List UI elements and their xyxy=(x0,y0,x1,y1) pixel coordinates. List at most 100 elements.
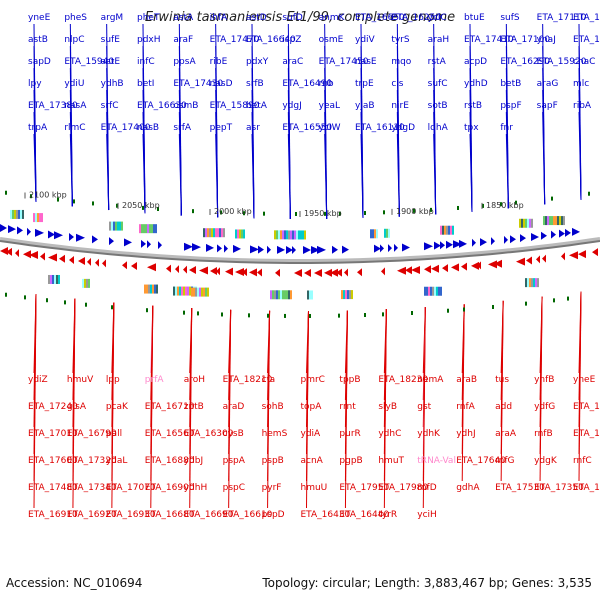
top-gene-label: astA xyxy=(173,13,194,23)
forward-gene xyxy=(453,240,462,249)
label-connector xyxy=(500,300,504,482)
label-connector xyxy=(178,133,182,216)
label-connector xyxy=(72,298,76,509)
top-gene-label: srfB xyxy=(246,79,264,89)
gene-labels: yneE pheS argM pheT astA ihfA astD sufD anmK ETA_… xyxy=(28,13,600,520)
reverse-gene xyxy=(569,251,578,260)
rna-feature xyxy=(284,313,286,318)
top-gene-label: araH xyxy=(428,35,450,45)
top-gene-label: srfA xyxy=(173,123,192,133)
top-gene-label: ETA_16490 xyxy=(282,79,332,89)
bottom-gene-label: purR xyxy=(339,429,360,439)
bottom-gene-label: pspA xyxy=(223,456,246,466)
label-connector xyxy=(578,111,582,200)
top-gene-label: pdxY xyxy=(246,57,269,67)
top-gene-label: ETA_15940 xyxy=(64,57,114,67)
rna-feature xyxy=(364,312,366,317)
top-gene-label: ETA_16290 xyxy=(500,57,550,67)
top-gene-label: btuE xyxy=(464,13,485,23)
forward-gene xyxy=(520,234,526,243)
top-gene-label: rnb xyxy=(319,79,334,89)
rna-feature xyxy=(588,191,590,196)
bottom-gene-label: ETA_17480 xyxy=(28,483,78,493)
top-gene-label: betI xyxy=(137,79,154,89)
top-gene-label: pspF xyxy=(500,101,521,111)
cog-track-forward xyxy=(139,224,157,234)
label-connector xyxy=(344,310,348,509)
top-gene-label: sapD xyxy=(28,57,51,67)
bottom-gene-label: zntB xyxy=(184,402,204,412)
rna-feature xyxy=(243,211,245,216)
reverse-gene xyxy=(147,263,156,272)
top-gene-label: ppsA xyxy=(173,57,196,67)
label-connector xyxy=(306,310,309,509)
reverse-gene xyxy=(405,266,412,275)
bottom-gene-label: ETA_17340 xyxy=(67,483,117,493)
label-connector xyxy=(228,309,232,509)
top-gene-label: astB xyxy=(28,35,48,45)
rna-feature xyxy=(146,308,148,313)
rna-feature xyxy=(515,200,517,205)
bottom-gene-label: tppB xyxy=(339,375,360,385)
rna-feature xyxy=(73,199,75,204)
top-gene-label: ETA_15980 xyxy=(573,13,600,23)
reverse-gene xyxy=(477,261,481,270)
reverse-gene xyxy=(15,249,19,258)
reverse-gene xyxy=(131,262,137,271)
top-gene-label: ydgD xyxy=(391,123,415,133)
forward-gene xyxy=(292,245,296,254)
top-gene-label: ETA_17110 xyxy=(537,13,587,23)
reverse-gene xyxy=(6,247,12,256)
top-gene-label: ETA_17430 xyxy=(173,79,223,89)
rna-feature xyxy=(383,210,385,215)
rna-feature xyxy=(430,207,432,212)
rna-feature xyxy=(267,313,269,318)
bottom-gene-label: topA xyxy=(301,402,323,412)
top-gene-label: srfC xyxy=(101,101,119,111)
top-gene-label: ETA_16570 xyxy=(573,35,600,45)
reverse-gene xyxy=(578,250,586,259)
forward-gene xyxy=(158,241,162,250)
top-gene-label: astD xyxy=(246,13,267,23)
reverse-gene xyxy=(225,267,233,276)
forward-gene xyxy=(541,231,547,240)
bottom-gene-label: ynfB xyxy=(534,375,554,385)
cog-track-reverse xyxy=(144,284,158,294)
cog-track-forward xyxy=(543,216,565,226)
reverse-gene xyxy=(536,255,540,264)
scale-label: 2100 kbp xyxy=(29,191,67,200)
label-connector xyxy=(69,133,73,207)
rna-feature xyxy=(553,298,555,303)
bottom-gene-label: ETA_18230 xyxy=(378,375,428,385)
map-title: Erwinia tasmaniensis Et1/99, complete ge… xyxy=(144,10,456,25)
bottom-gene-label: hemS xyxy=(262,429,288,439)
reverse-gene xyxy=(102,259,106,268)
cog-track-forward xyxy=(10,209,24,219)
rna-feature xyxy=(46,298,48,303)
bottom-gene-label: ydfG xyxy=(534,402,555,412)
cog-track-reverse xyxy=(191,287,209,297)
bottom-gene-label: ETA_17240 xyxy=(28,402,78,412)
forward-gene xyxy=(342,245,349,254)
forward-gene xyxy=(459,239,467,248)
top-gene-label: ydgJ xyxy=(282,101,301,111)
bottom-gene-label: ETA_16560 xyxy=(145,429,195,439)
reverse-gene xyxy=(189,265,196,274)
cog-track-reverse xyxy=(307,290,313,300)
rna-feature xyxy=(85,302,87,307)
scale-ticks: 2100 kbp 2050 kbp 2000 kbp 1950 kbp 1900 kbp… xyxy=(24,191,524,218)
top-gene-label: trpE xyxy=(355,79,374,89)
reverse-gene xyxy=(0,247,8,255)
bottom-gene-label: ETA_17950 xyxy=(339,483,389,493)
bottom-gene-label: ydhK xyxy=(417,429,441,439)
bottom-gene-label: pall xyxy=(106,429,122,439)
bottom-gene-label: ydiA xyxy=(301,429,322,439)
top-gene-label: argM xyxy=(101,13,124,23)
backbone-line xyxy=(0,240,600,264)
reverse-gene xyxy=(95,258,99,267)
rna-feature xyxy=(183,310,185,315)
reverse-gene xyxy=(294,268,302,277)
forward-gene xyxy=(434,241,441,250)
top-gene-label: sufD xyxy=(282,13,303,23)
cog-track-reverse xyxy=(48,274,60,284)
